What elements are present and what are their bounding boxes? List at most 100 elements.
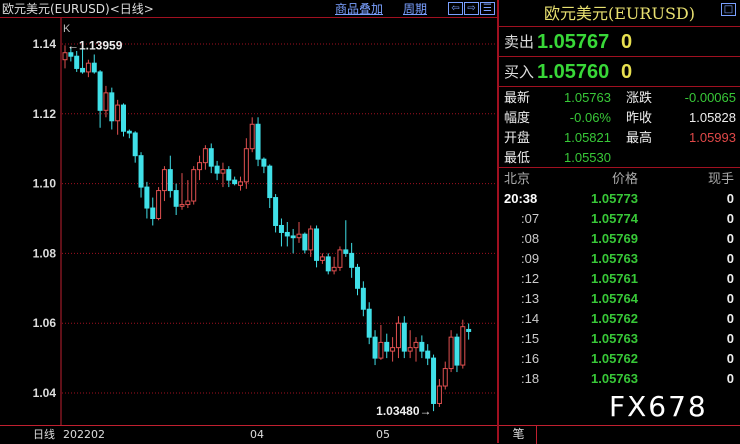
tick-time: :08: [521, 231, 540, 246]
candle-body: [62, 52, 68, 61]
x-axis: 日线 202202 04 05: [0, 425, 498, 443]
tick-row: :15 1.05763 0: [499, 329, 740, 349]
tick-row: :18 1.05763 0: [499, 369, 740, 389]
low-value: 1.03480: [376, 404, 420, 418]
candle-body: [460, 326, 466, 366]
tick-price: 1.05763: [591, 371, 638, 386]
candle-body: [91, 62, 97, 73]
high-price-label: ←1.13959: [67, 38, 123, 52]
tick-time: :12: [521, 271, 540, 286]
ticks-header: 北京 价格 现手: [499, 169, 740, 189]
col-time: 北京: [504, 171, 531, 186]
candle-body: [296, 233, 302, 239]
y-tick-label: 1.08: [33, 246, 57, 260]
candle-body: [366, 308, 372, 338]
tick-row: 20:38 1.05773 0: [499, 189, 740, 209]
title-bar: 欧元美元(EURUSD)<日线> 商品叠加 周期 ⇦ ⇨ ☰: [0, 0, 498, 18]
buy-price: 1.05760: [537, 61, 610, 83]
tick-qty: 0: [726, 251, 734, 266]
stat-label: 幅度: [504, 110, 531, 125]
candle-body: [454, 336, 460, 366]
col-price: 价格: [612, 171, 639, 186]
chart-title: 欧元美元(EURUSD)<日线>: [2, 2, 154, 16]
candle-body: [355, 266, 360, 289]
candle-body: [179, 204, 185, 207]
bottom-tabs: 笔: [499, 425, 740, 444]
stats-grid: 最新 1.05763 涨跌 -0.00065 幅度 -0.06% 昨收 1.05828 开盘 1.…: [499, 88, 740, 168]
tick-price: 1.05762: [591, 311, 638, 326]
candle-body: [314, 228, 320, 261]
tick-qty: 0: [726, 331, 734, 346]
candle-body: [436, 385, 442, 404]
candle-body: [232, 179, 238, 185]
tick-time: :18: [521, 371, 540, 386]
candle-body: [372, 336, 378, 359]
candlestick-chart[interactable]: 1.14 1.12 1.10 1.08 1.06 1.04 K ←1.13959 1.03480…: [0, 18, 498, 425]
buy-label: 买入: [504, 63, 535, 81]
watermark-logo: FX678: [609, 390, 708, 423]
sell-price: 1.05767: [537, 31, 610, 53]
candle-body: [138, 155, 144, 188]
tick-row: :08 1.05769 0: [499, 229, 740, 249]
candle-body: [273, 197, 279, 226]
tick-qty: 0: [726, 231, 734, 246]
candle-body: [325, 256, 331, 272]
stat-value: -0.06%: [569, 110, 611, 125]
candle-body: [74, 55, 80, 69]
layout-icon[interactable]: ☰: [480, 2, 495, 15]
candle-body: [390, 347, 396, 352]
arrow-left-icon[interactable]: ⇦: [448, 2, 463, 15]
candle-body: [191, 169, 197, 202]
period-link[interactable]: 周期: [403, 2, 428, 16]
candle-body: [343, 249, 349, 254]
candle-body: [349, 252, 355, 268]
candle-body: [267, 165, 273, 199]
tick-row: :12 1.05761 0: [499, 269, 740, 289]
arrow-right-icon[interactable]: ⇨: [464, 2, 479, 15]
candle-body: [97, 71, 103, 111]
candle-body: [261, 158, 267, 167]
candle-body: [173, 190, 179, 207]
overlay-link[interactable]: 商品叠加: [335, 2, 384, 16]
tick-qty: 0: [726, 351, 734, 366]
tick-qty: 0: [726, 211, 734, 226]
sell-qty: 0: [621, 31, 633, 53]
sell-label: 卖出: [504, 33, 535, 51]
candle-body: [249, 123, 255, 150]
candle-body: [448, 336, 454, 370]
candle-body: [442, 368, 448, 387]
x-label: 202202: [63, 428, 105, 441]
tick-row: :07 1.05774 0: [499, 209, 740, 229]
candle-body: [85, 62, 91, 73]
stat-value: 1.05763: [564, 90, 611, 105]
tick-price: 1.05763: [591, 251, 638, 266]
y-tick-label: 1.12: [33, 107, 57, 121]
stat-value: -0.00065: [684, 90, 736, 105]
candle-body: [419, 341, 425, 352]
pane-divider: [497, 0, 499, 443]
stat-value: 1.05993: [689, 130, 736, 145]
tick-qty: 0: [726, 271, 734, 286]
tab-trades[interactable]: 笔: [501, 426, 537, 444]
stat-value: 1.05828: [689, 110, 736, 125]
stat-value: 1.05530: [564, 150, 611, 165]
tick-list: 20:38 1.05773 0:07 1.05774 0:08 1.05769 0:09 1.…: [499, 189, 740, 389]
stat-label: 最低: [504, 150, 531, 165]
x-label-period: 日线: [33, 428, 55, 441]
stat-label: 涨跌: [626, 90, 653, 105]
tick-time: :16: [521, 351, 540, 366]
candle-body: [167, 169, 173, 192]
y-tick-label: 1.04: [33, 386, 57, 400]
candle-body: [150, 207, 156, 219]
tick-time: :07: [521, 211, 540, 226]
candle-body: [197, 162, 203, 171]
stat-label: 昨收: [626, 110, 653, 125]
candle-body: [103, 92, 109, 111]
x-label: 05: [376, 428, 390, 441]
y-tick-label: 1.10: [33, 177, 57, 191]
tick-qty: 0: [726, 311, 734, 326]
candle-body: [431, 357, 437, 404]
maximize-icon[interactable]: □: [721, 3, 736, 16]
candle-body: [331, 266, 337, 272]
tick-price: 1.05774: [591, 211, 638, 226]
